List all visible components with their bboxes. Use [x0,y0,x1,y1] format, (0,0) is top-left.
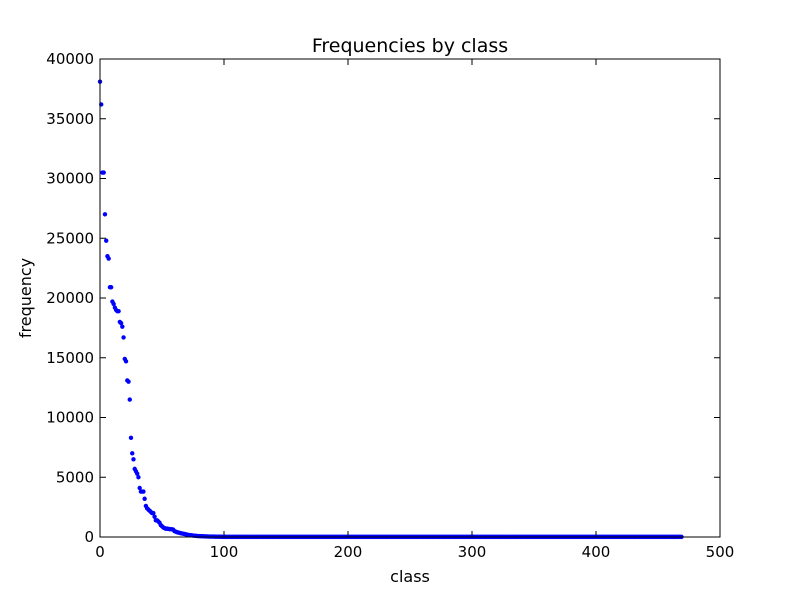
data-point [104,238,109,243]
data-point [135,471,140,476]
data-point [151,510,156,516]
y-tick-label: 15000 [46,349,94,367]
y-tick-label: 30000 [46,170,94,188]
x-tick-label: 400 [582,543,611,561]
data-point [101,170,106,175]
x-tick-label: 200 [334,543,363,561]
x-tick-label: 500 [706,543,735,561]
data-point [136,475,141,480]
data-point [130,451,135,456]
x-tick-label: 0 [95,543,105,561]
x-axis-label: class [390,567,430,586]
y-axis-label: frequency [16,258,35,338]
y-tick-label: 5000 [56,468,94,486]
data-point [127,397,132,402]
data-point [141,489,146,494]
x-axis: 0 100 200 300 400 500 [95,59,734,561]
data-point [111,301,116,307]
data-point [126,379,131,384]
y-tick-label: 0 [84,528,94,546]
data-point [118,320,124,326]
data-point [123,359,129,364]
data-point [142,496,147,501]
data-point [137,485,142,491]
x-tick-label: 300 [458,543,487,561]
data-point [108,285,114,290]
data-point [116,308,121,314]
y-tick-label: 35000 [46,110,94,128]
data-point [120,324,125,329]
data-point [121,335,126,340]
data-point [102,212,108,217]
y-tick-label: 10000 [46,409,94,427]
x-tick-label: 100 [210,543,239,561]
chart-title: Frequencies by class [312,35,508,57]
y-tick-label: 40000 [46,50,94,68]
y-tick-label: 20000 [46,289,94,307]
data-point [131,457,136,462]
data-point [106,256,111,261]
data-point [152,514,157,519]
data-point [128,435,134,441]
y-tick-label: 25000 [46,229,94,247]
y-axis: 0 5000 10000 15000 20000 25000 30000 35000 40000 [46,50,720,546]
